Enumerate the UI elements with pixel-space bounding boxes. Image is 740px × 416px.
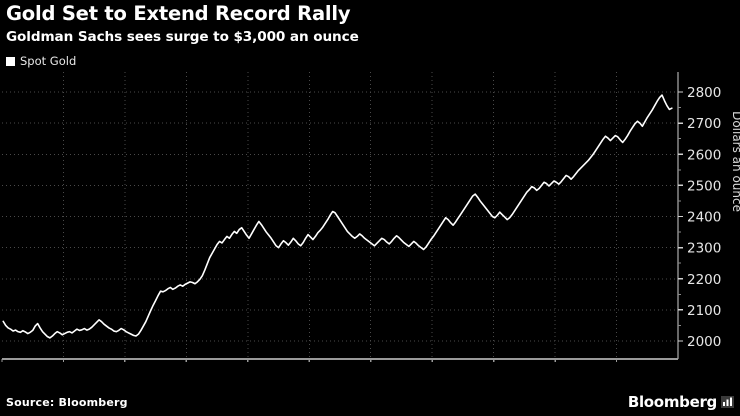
bloomberg-branding: Bloomberg — [628, 393, 734, 411]
page-title: Gold Set to Extend Record Rally — [6, 2, 351, 25]
legend-label-spot-gold: Spot Gold — [20, 54, 77, 68]
svg-text:2000: 2000 — [687, 334, 721, 350]
source-caption: Source: Bloomberg — [6, 396, 128, 409]
plot-area: 200021002200230024002500260027002800JanF… — [0, 72, 740, 362]
chart-legend: Spot Gold — [6, 54, 76, 68]
svg-text:2700: 2700 — [687, 116, 721, 132]
svg-text:2200: 2200 — [687, 272, 721, 288]
bloomberg-logo-icon — [721, 395, 734, 408]
legend-swatch-spot-gold — [6, 56, 15, 66]
y-axis-title: Dollars an ounce — [730, 111, 740, 212]
svg-text:2300: 2300 — [687, 241, 721, 257]
svg-text:2500: 2500 — [687, 178, 721, 194]
svg-text:2100: 2100 — [687, 303, 721, 319]
page-subtitle: Goldman Sachs sees surge to $3,000 an ou… — [6, 29, 359, 45]
svg-text:2800: 2800 — [687, 85, 721, 101]
svg-text:2600: 2600 — [687, 147, 721, 163]
svg-text:2400: 2400 — [687, 210, 721, 226]
line-chart-svg: 200021002200230024002500260027002800JanF… — [1, 72, 721, 362]
brand-label: Bloomberg — [627, 393, 717, 411]
